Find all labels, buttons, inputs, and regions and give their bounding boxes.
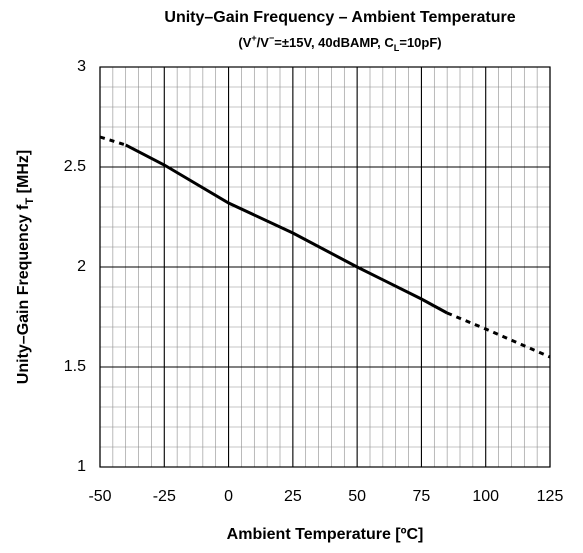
x-tick-label: 0 (224, 488, 233, 505)
text-part: =±15V, 40dBAMP, C (274, 35, 394, 50)
x-tick-label: -50 (88, 488, 111, 505)
y-tick-label: 1.5 (64, 358, 86, 375)
text-part: T (24, 198, 36, 205)
text-part: =10pF) (399, 35, 441, 50)
y-tick-label: 2.5 (64, 158, 86, 175)
data-line (99, 135, 551, 359)
chart-subtitle: (V+/V−=±15V, 40dBAMP, CL=10pF) (238, 33, 441, 53)
text-part: L (394, 43, 400, 53)
y-tick-label: 1 (77, 458, 86, 475)
y-axis-label: Unity–Gain Frequency fT [MHz] (15, 150, 36, 384)
text-part: Unity–Gain Frequency f (15, 204, 32, 384)
text-part: [MHz] (15, 150, 32, 198)
x-tick-label: 125 (537, 488, 564, 505)
text-part: /V (257, 35, 270, 50)
text-part: − (269, 33, 274, 43)
chart-title: Unity–Gain Frequency – Ambient Temperatu… (164, 9, 515, 26)
plot-border (99, 66, 551, 468)
text-part: + (251, 33, 256, 43)
x-tick-label: -25 (153, 488, 176, 505)
x-tick-label: 50 (348, 488, 366, 505)
y-tick-label: 2 (77, 258, 86, 275)
x-tick-label: 75 (413, 488, 431, 505)
x-axis-label: Ambient Temperature [ºC] (227, 526, 424, 543)
y-tick-label: 3 (77, 58, 86, 75)
x-tick-label: 25 (284, 488, 302, 505)
x-tick-label: 100 (472, 488, 499, 505)
data-line (125, 143, 448, 315)
text-part: (V (238, 35, 251, 50)
